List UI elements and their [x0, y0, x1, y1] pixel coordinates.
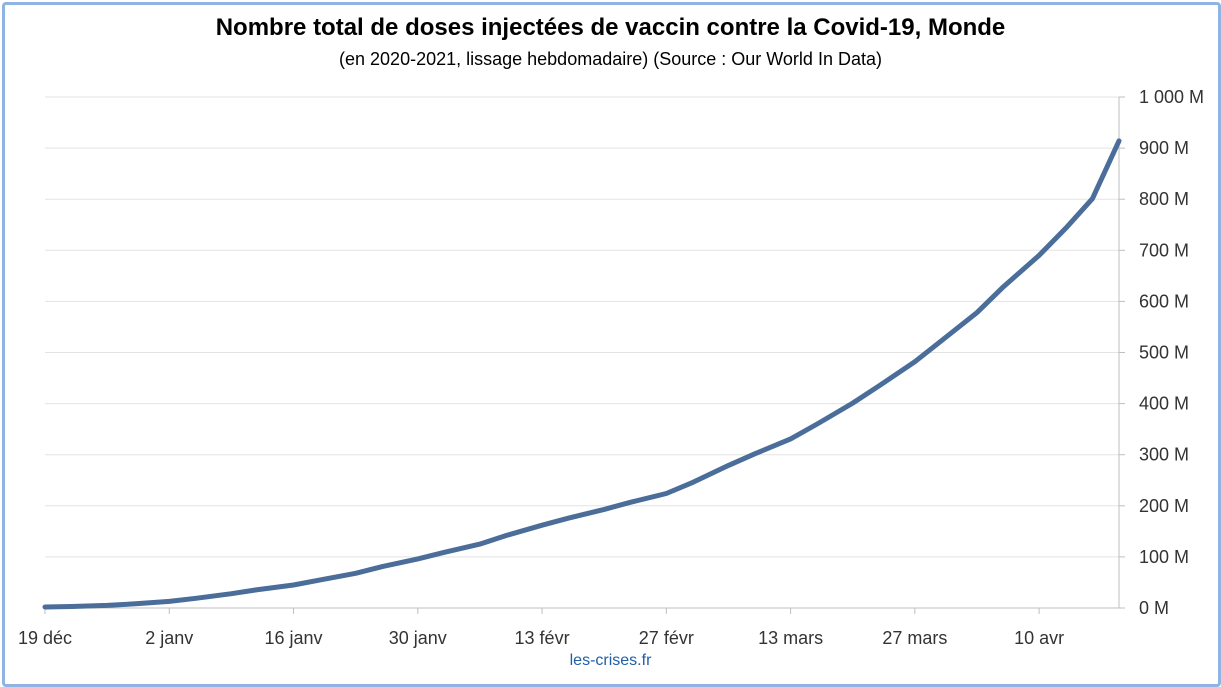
x-tick-label: 27 févr	[639, 628, 694, 648]
x-tick-label: 16 janv	[265, 628, 323, 648]
y-tick-label: 600 M	[1139, 291, 1189, 311]
y-tick-label: 500 M	[1139, 343, 1189, 363]
y-tick-label: 200 M	[1139, 496, 1189, 516]
x-tick-label: 13 mars	[758, 628, 823, 648]
y-tick-label: 100 M	[1139, 547, 1189, 567]
gridlines	[45, 96, 1119, 558]
y-tick-label: 400 M	[1139, 394, 1189, 414]
x-tick-labels: 19 déc 2 janv 16 janv 30 janv 13 févr 27 févr…	[18, 628, 1064, 648]
y-tick-label: 1 000 M	[1139, 87, 1204, 107]
x-tick-label: 13 févr	[515, 628, 570, 648]
y-tick-label: 900 M	[1139, 138, 1189, 158]
x-tick-label: 19 déc	[18, 628, 72, 648]
y-tick-labels: 0 M 100 M 200 M 300 M 400 M 500 M 600 M 700 M 80…	[1139, 87, 1204, 618]
source-credit: les-crises.fr	[569, 652, 652, 669]
x-tick-label: 10 avr	[1014, 628, 1064, 648]
x-tick-label: 27 mars	[882, 628, 947, 648]
y-tick-label: 700 M	[1139, 240, 1189, 260]
chart-title: Nombre total de doses injectées de vacci…	[215, 14, 1006, 41]
series-layer	[42, 138, 1122, 610]
x-tick-label: 30 janv	[389, 628, 447, 648]
chart-subtitle: (en 2020-2021, lissage hebdomadaire) (So…	[339, 49, 882, 69]
y-tick-label: 0 M	[1139, 598, 1169, 618]
axes	[44, 96, 1125, 614]
y-tick-label: 300 M	[1139, 445, 1189, 465]
series-line	[42, 138, 1122, 610]
x-tick-label: 2 janv	[145, 628, 193, 648]
y-tick-label: 800 M	[1139, 189, 1189, 209]
